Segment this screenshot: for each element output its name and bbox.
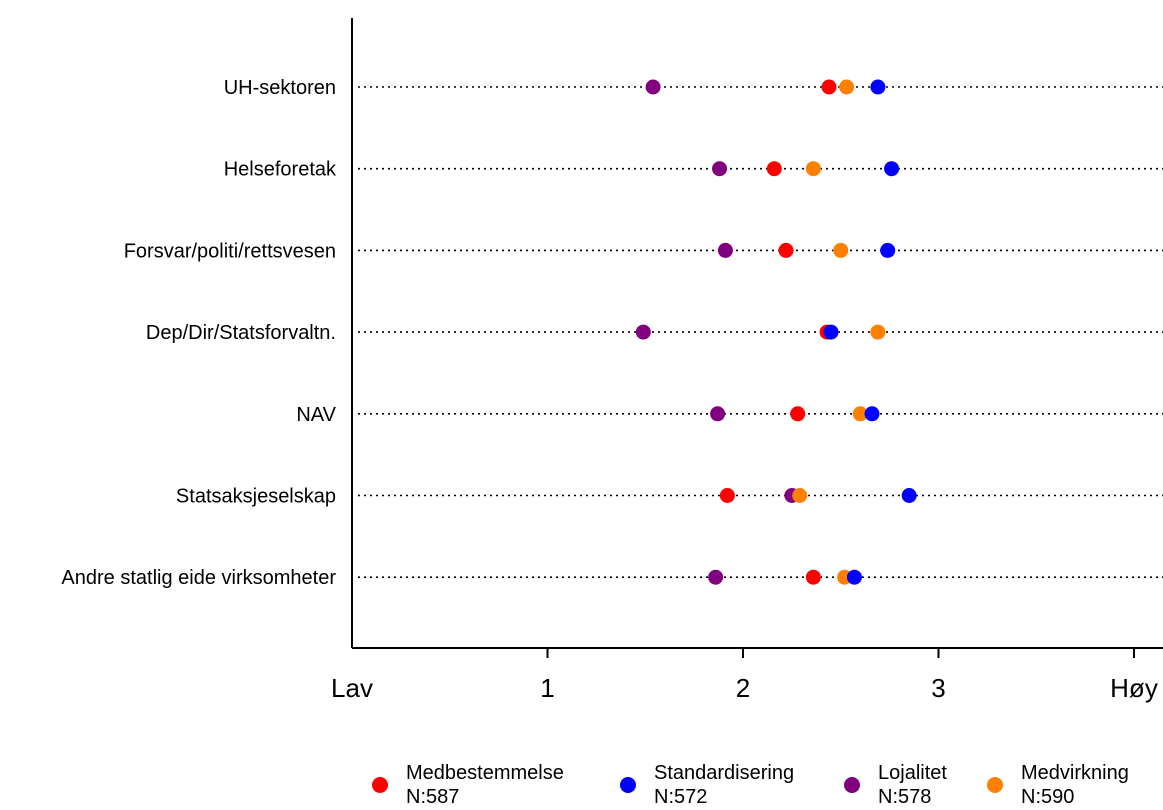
point-medbestemmelse-uh-sektoren xyxy=(821,79,837,95)
point-medvirkning-forsvar-politi-rettsvesen xyxy=(833,242,849,258)
x-tick-label: 3 xyxy=(931,673,945,703)
point-medvirkning-helseforetak xyxy=(805,161,821,177)
category-labels: UH-sektoren Helseforetak Forsvar/politi/re… xyxy=(61,77,337,589)
gridlines xyxy=(358,86,1163,579)
x-axis-ticks: Lav 1 2 3 Høy xyxy=(331,648,1158,703)
point-medvirkning-nav xyxy=(852,406,868,422)
legend-label: Medvirkning xyxy=(1021,762,1129,784)
point-medbestemmelse-nav xyxy=(790,406,806,422)
point-standardisering-uh-sektoren xyxy=(870,79,886,95)
point-standardisering-nav xyxy=(864,406,880,422)
point-medvirkning-dep-dir-statsforvaltn xyxy=(870,324,886,340)
legend-label: Standardisering xyxy=(654,762,794,784)
legend-count: N:572 xyxy=(654,786,707,808)
point-medbestemmelse-statsaksjeselskap xyxy=(719,488,735,503)
legend-label: Lojalitet xyxy=(878,762,947,784)
point-lojalitet-helseforetak xyxy=(712,161,728,177)
category-label: Andre statlig eide virksomheter xyxy=(61,567,336,589)
data-points xyxy=(635,79,917,585)
x-tick-label: Lav xyxy=(331,673,373,703)
point-medvirkning-uh-sektoren xyxy=(839,79,855,95)
point-lojalitet-uh-sektoren xyxy=(645,79,661,95)
point-lojalitet-nav xyxy=(710,406,726,422)
point-standardisering-statsaksjeselskap xyxy=(901,488,917,503)
point-lojalitet-andre-statlig-eide-virksomheter xyxy=(708,569,724,585)
legend-marker xyxy=(372,777,388,793)
legend-label: Medbestemmelse xyxy=(406,762,564,784)
legend-marker xyxy=(987,777,1003,793)
point-standardisering-forsvar-politi-rettsvesen xyxy=(880,242,896,258)
legend-marker xyxy=(844,777,860,793)
point-medvirkning-statsaksjeselskap xyxy=(792,488,808,503)
legend-count: N:587 xyxy=(406,786,459,808)
point-medbestemmelse-helseforetak xyxy=(766,161,782,177)
category-label: Forsvar/politi/rettsvesen xyxy=(124,240,336,262)
point-medbestemmelse-andre-statlig-eide-virksomheter xyxy=(805,569,821,585)
legend-count: N:578 xyxy=(878,786,931,808)
category-label: Dep/Dir/Statsforvaltn. xyxy=(146,322,336,344)
legend-count: N:590 xyxy=(1021,786,1074,808)
point-lojalitet-forsvar-politi-rettsvesen xyxy=(717,242,733,258)
point-standardisering-dep-dir-statsforvaltn xyxy=(823,324,839,340)
point-medbestemmelse-forsvar-politi-rettsvesen xyxy=(778,242,794,258)
point-standardisering-andre-statlig-eide-virksomheter xyxy=(846,569,862,585)
x-tick-label: 2 xyxy=(736,673,750,703)
x-tick-label: Høy xyxy=(1110,673,1158,703)
category-label: NAV xyxy=(296,404,336,426)
point-standardisering-helseforetak xyxy=(884,161,900,177)
point-lojalitet-dep-dir-statsforvaltn xyxy=(635,324,651,340)
x-tick-label: 1 xyxy=(540,673,554,703)
category-label: UH-sektoren xyxy=(224,77,336,99)
category-label: Statsaksjeselskap xyxy=(176,486,336,508)
category-label: Helseforetak xyxy=(224,159,337,181)
legend-marker xyxy=(620,777,636,793)
